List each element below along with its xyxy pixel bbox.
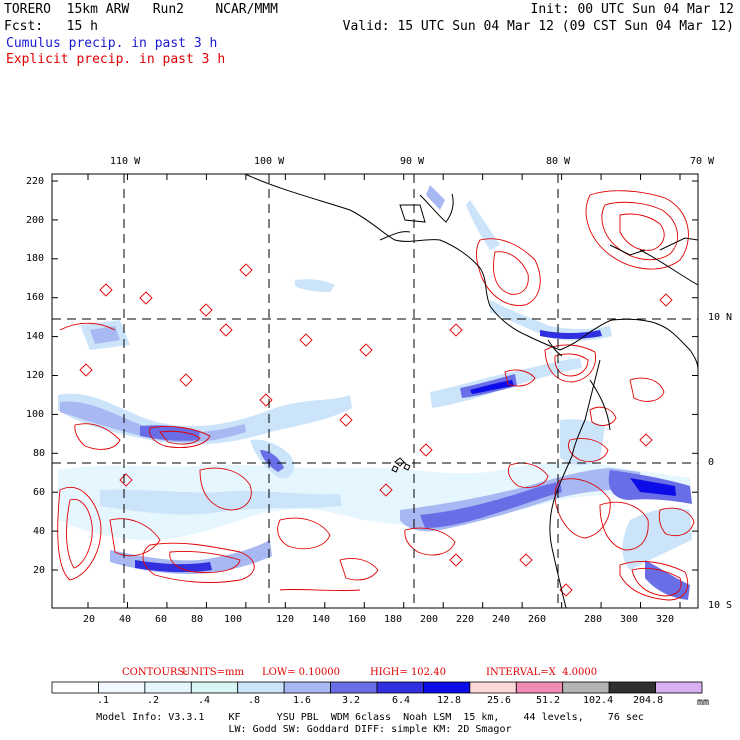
colorbar-label-51.2: 51.2 xyxy=(536,695,561,706)
colorbar-swatch xyxy=(283,681,331,694)
colorbar-swatch xyxy=(423,681,471,694)
x-tick-160: 160 xyxy=(348,614,367,625)
cumulus-field-label: Cumulus precip. in past 3 h xyxy=(6,36,218,51)
model-info: Model Info: V3.3.1 KF YSU PBL WDM 6class… xyxy=(96,712,644,723)
x-tick-280: 280 xyxy=(584,614,603,625)
colorbar xyxy=(51,681,703,694)
x-tick-120: 120 xyxy=(276,614,295,625)
x-tick-80: 80 xyxy=(191,614,204,625)
x-tick-60: 60 xyxy=(155,614,168,625)
colorbar-swatch xyxy=(190,681,239,694)
init-time: Init: 00 UTC Sun 04 Mar 12 xyxy=(530,2,735,17)
lat-label-0: 0 xyxy=(708,457,715,468)
lon-label-100w: 100 W xyxy=(254,156,285,167)
contour-low: LOW= 0.10000 xyxy=(262,667,341,678)
colorbar-swatch xyxy=(98,681,146,694)
contour-interval: INTERVAL=X 4.0000 xyxy=(486,667,598,678)
colorbar-label-0.8: .8 xyxy=(248,695,261,706)
y-tick-40: 40 xyxy=(33,526,46,537)
y-tick-80: 80 xyxy=(33,448,46,459)
colorbar-swatch xyxy=(515,681,564,694)
y-tick-100: 100 xyxy=(26,409,45,420)
colorbar-swatch xyxy=(655,681,703,694)
latlon-grid xyxy=(52,174,698,608)
colorbar-label-6.4: 6.4 xyxy=(392,695,411,706)
x-tick-220: 220 xyxy=(456,614,475,625)
x-tick-320: 320 xyxy=(656,614,675,625)
lon-label-80w: 80 W xyxy=(546,156,571,167)
y-tick-180: 180 xyxy=(26,253,45,264)
x-tick-180: 180 xyxy=(384,614,403,625)
lat-label-10n: 10 N xyxy=(708,312,733,323)
colorbar-label-102.4: 102.4 xyxy=(583,695,614,706)
y-tick-200: 200 xyxy=(26,215,45,226)
colorbar-swatch xyxy=(562,681,610,694)
y-tick-220: 220 xyxy=(26,176,45,187)
lat-label-10s: 10 S xyxy=(708,600,733,611)
colorbar-label-12.8: 12.8 xyxy=(437,695,462,706)
x-tick-300: 300 xyxy=(620,614,639,625)
x-tick-200: 200 xyxy=(420,614,439,625)
colorbar-swatch xyxy=(608,681,656,694)
contour-units: UNITS=mm xyxy=(182,667,244,678)
colorbar-swatch xyxy=(144,681,192,694)
colorbar-swatch xyxy=(469,681,517,694)
cumulus-precip-shading xyxy=(58,185,692,600)
coastlines xyxy=(244,174,698,608)
y-tick-60: 60 xyxy=(33,487,46,498)
x-tick-40: 40 xyxy=(119,614,132,625)
physics-info: LW: Godd SW: Goddard DIFF: simple KM: 2D… xyxy=(228,724,512,735)
colorbar-label-204.8: 204.8 xyxy=(633,695,664,706)
colorbar-swatch xyxy=(376,681,424,694)
axis-ticks xyxy=(52,174,698,608)
y-tick-120: 120 xyxy=(26,370,45,381)
colorbar-swatch xyxy=(237,681,285,694)
x-tick-100: 100 xyxy=(224,614,243,625)
y-tick-140: 140 xyxy=(26,331,45,342)
lon-label-110w: 110 W xyxy=(110,156,141,167)
y-tick-160: 160 xyxy=(26,292,45,303)
colorbar-label-0.2: .2 xyxy=(147,695,160,706)
valid-time: Valid: 15 UTC Sun 04 Mar 12 (09 CST Sun … xyxy=(342,19,734,34)
x-tick-260: 260 xyxy=(528,614,547,625)
contour-high: HIGH= 102.40 xyxy=(370,667,446,678)
contour-label: CONTOURS: xyxy=(122,667,188,678)
y-tick-20: 20 xyxy=(33,565,46,576)
forecast-hour: Fcst: 15 h xyxy=(4,19,98,34)
lon-label-70w: 70 W xyxy=(690,156,715,167)
colorbar-label-25.6: 25.6 xyxy=(487,695,512,706)
colorbar-swatch xyxy=(51,681,99,694)
x-tick-140: 140 xyxy=(312,614,331,625)
explicit-precip-contours xyxy=(57,190,695,601)
lon-label-90w: 90 W xyxy=(400,156,425,167)
x-tick-240: 240 xyxy=(492,614,511,625)
colorbar-label-3.2: 3.2 xyxy=(342,695,361,706)
colorbar-label-0.1: .1 xyxy=(97,695,110,706)
map-frame xyxy=(51,173,699,609)
x-tick-20: 20 xyxy=(83,614,96,625)
model-title: TORERO 15km ARW Run2 NCAR/MMM xyxy=(4,2,278,17)
colorbar-label-0.4: .4 xyxy=(198,695,211,706)
explicit-field-label: Explicit precip. in past 3 h xyxy=(6,52,226,67)
colorbar-unit: mm xyxy=(697,697,710,708)
colorbar-label-1.6: 1.6 xyxy=(293,695,312,706)
colorbar-swatch xyxy=(330,681,378,694)
